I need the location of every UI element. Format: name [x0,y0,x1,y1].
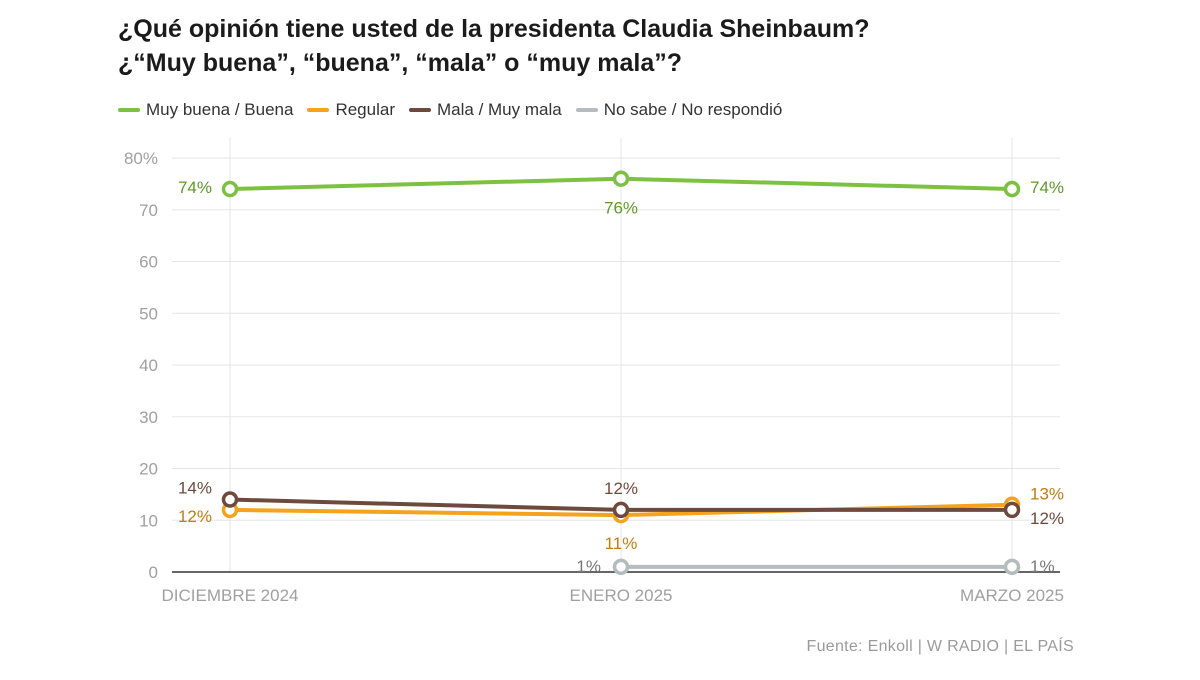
y-tick-label: 30 [139,408,158,427]
data-point [1003,180,1021,198]
legend-item-regular: Regular [307,100,395,120]
x-tick-label: DICIEMBRE 2024 [162,586,299,605]
data-label: 11% [605,534,638,553]
data-label: 13% [1030,485,1064,504]
chart-title-line-1: ¿Qué opinión tiene usted de la president… [118,15,870,43]
legend-label: Regular [335,100,395,119]
x-tick-label: ENERO 2025 [570,586,673,605]
y-tick-label: 60 [139,253,158,272]
legend-swatch [575,108,598,112]
data-point [221,491,239,508]
y-tick-label: 50 [139,304,158,323]
data-label: 74% [178,178,212,197]
data-point [1003,501,1021,519]
y-tick-label: 80% [124,149,158,168]
data-label: 12% [604,479,638,498]
x-tick-label: MARZO 2025 [960,586,1064,605]
chart-title: ¿Qué opinión tiene usted de la president… [118,12,1118,80]
legend-item-mala: Mala / Muy mala [409,100,562,120]
legend-swatch [307,108,330,112]
chart-title-line-2: ¿“Muy buena”, “buena”, “mala” o “muy mal… [118,49,682,77]
source-note: Fuente: Enkoll | W RADIO | EL PAÍS [806,638,1074,655]
chart-legend: Muy buena / Buena Regular Mala / Muy mal… [118,100,796,120]
legend-label: Mala / Muy mala [437,100,562,119]
data-label: 1% [576,557,601,576]
data-label: 14% [178,479,212,498]
data-point [612,170,630,187]
legend-item-muy-buena: Muy buena / Buena [118,100,293,120]
data-label: 12% [1030,509,1064,528]
legend-label: Muy buena / Buena [146,100,294,119]
data-label: 1% [1030,557,1055,576]
data-label: 76% [604,199,638,218]
data-label: 12% [178,507,212,526]
data-label: 74% [1030,178,1064,197]
data-point [221,180,239,198]
legend-swatch [409,108,431,112]
legend-label: No sabe / No respondió [603,100,783,119]
y-tick-label: 70 [139,201,158,220]
y-tick-label: 40 [139,356,158,375]
data-point [612,558,630,576]
y-tick-label: 0 [149,563,158,582]
data-point [1003,558,1021,576]
data-point [612,501,630,519]
legend-item-no-sabe: No sabe / No respondió [575,100,783,120]
legend-swatch [118,108,140,112]
y-tick-label: 10 [139,511,158,530]
y-tick-label: 20 [139,460,158,479]
